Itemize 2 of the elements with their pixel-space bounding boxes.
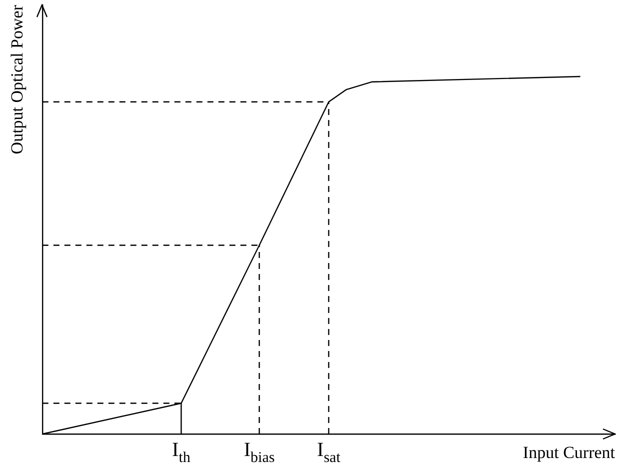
y-axis-title: Output Optical Power [8,4,27,154]
x-axis-title: Input Current [522,443,616,462]
